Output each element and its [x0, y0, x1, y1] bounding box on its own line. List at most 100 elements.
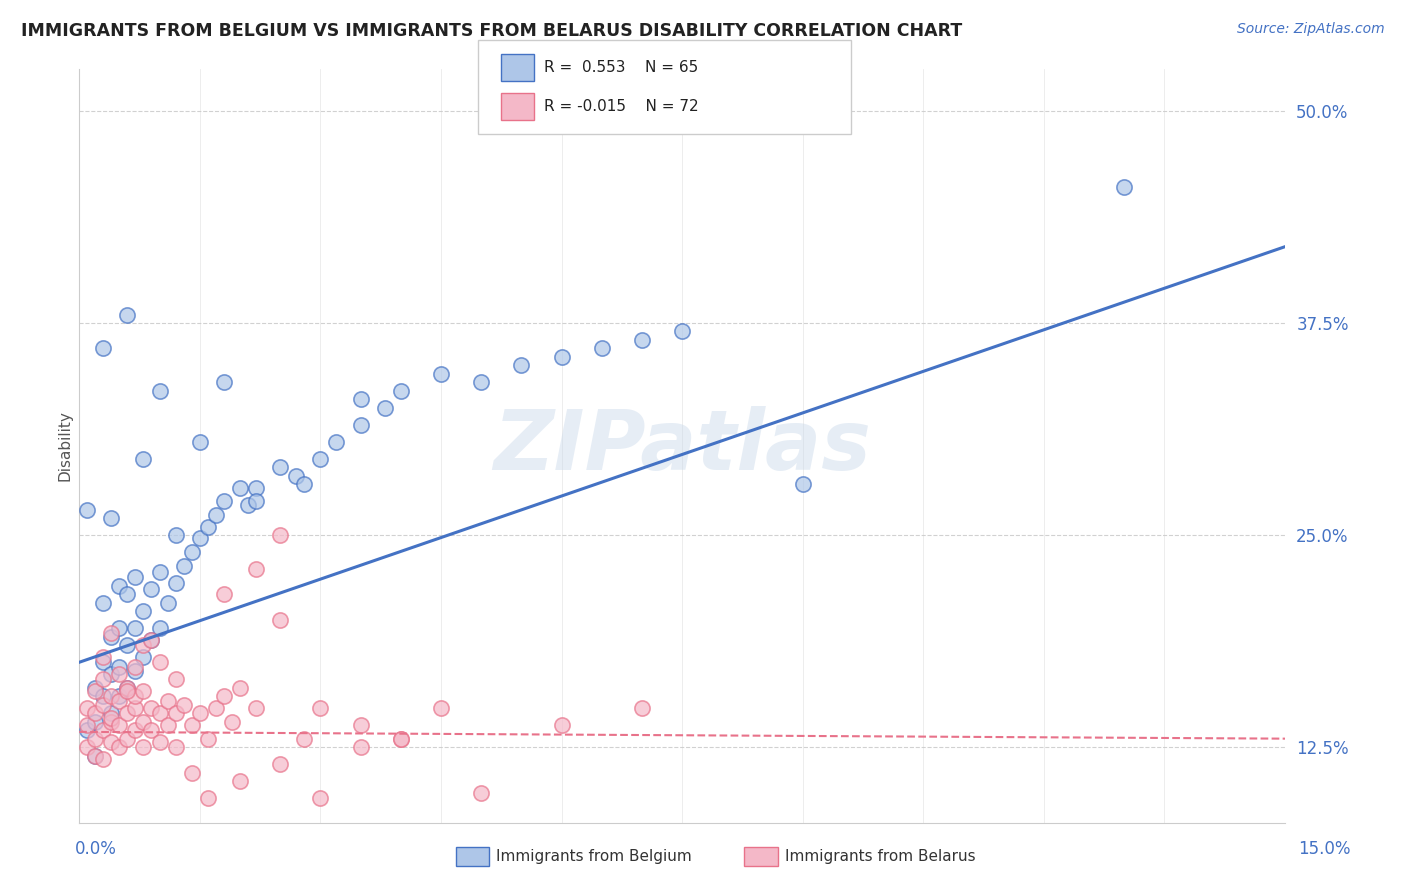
- Point: [117, 684, 139, 698]
- Point: [76, 723, 98, 738]
- Point: [100, 711, 122, 725]
- Point: [108, 667, 131, 681]
- Point: [510, 359, 533, 373]
- Text: Immigrants from Belgium: Immigrants from Belgium: [496, 849, 692, 863]
- Point: [269, 613, 291, 627]
- Point: [141, 723, 163, 738]
- Point: [165, 706, 187, 721]
- Point: [100, 714, 122, 729]
- Text: 15.0%: 15.0%: [1298, 840, 1351, 858]
- Point: [117, 681, 139, 695]
- Point: [132, 740, 155, 755]
- Point: [84, 731, 107, 746]
- Point: [173, 558, 195, 573]
- Point: [188, 434, 211, 449]
- Point: [212, 494, 235, 508]
- Point: [212, 690, 235, 704]
- Point: [76, 701, 98, 715]
- Point: [148, 566, 170, 580]
- Point: [76, 740, 98, 755]
- Point: [374, 401, 396, 415]
- Point: [180, 765, 202, 780]
- Point: [165, 528, 187, 542]
- Point: [236, 498, 259, 512]
- Point: [349, 392, 371, 407]
- Point: [156, 718, 179, 732]
- Point: [108, 740, 131, 755]
- Point: [430, 367, 453, 381]
- Point: [108, 690, 131, 704]
- Point: [132, 638, 155, 652]
- Point: [84, 684, 107, 698]
- Point: [91, 596, 114, 610]
- Point: [1114, 180, 1136, 194]
- Point: [148, 735, 170, 749]
- Point: [285, 468, 308, 483]
- Point: [132, 604, 155, 618]
- Point: [124, 690, 146, 704]
- Point: [132, 714, 155, 729]
- Point: [245, 481, 267, 495]
- Point: [389, 384, 412, 398]
- Text: R = -0.015    N = 72: R = -0.015 N = 72: [544, 99, 699, 113]
- Text: IMMIGRANTS FROM BELGIUM VS IMMIGRANTS FROM BELARUS DISABILITY CORRELATION CHART: IMMIGRANTS FROM BELGIUM VS IMMIGRANTS FR…: [21, 22, 962, 40]
- Point: [141, 633, 163, 648]
- Point: [141, 701, 163, 715]
- Point: [470, 376, 492, 390]
- Point: [245, 562, 267, 576]
- Point: [100, 626, 122, 640]
- Point: [91, 673, 114, 687]
- Point: [148, 706, 170, 721]
- Point: [108, 694, 131, 708]
- Point: [84, 748, 107, 763]
- Point: [792, 477, 814, 491]
- Point: [124, 570, 146, 584]
- Point: [84, 714, 107, 729]
- Point: [124, 660, 146, 674]
- Point: [197, 731, 219, 746]
- Point: [245, 701, 267, 715]
- Point: [100, 735, 122, 749]
- Point: [197, 519, 219, 533]
- Point: [117, 706, 139, 721]
- Point: [91, 690, 114, 704]
- Point: [84, 681, 107, 695]
- Point: [124, 723, 146, 738]
- Point: [91, 723, 114, 738]
- Point: [389, 731, 412, 746]
- Point: [117, 731, 139, 746]
- Point: [91, 752, 114, 766]
- Point: [100, 667, 122, 681]
- Point: [269, 528, 291, 542]
- Point: [671, 325, 693, 339]
- Text: R =  0.553    N = 65: R = 0.553 N = 65: [544, 61, 699, 75]
- Point: [91, 655, 114, 669]
- Point: [165, 673, 187, 687]
- Point: [117, 308, 139, 322]
- Point: [117, 638, 139, 652]
- Point: [76, 718, 98, 732]
- Point: [173, 698, 195, 712]
- Point: [631, 333, 654, 347]
- Point: [188, 706, 211, 721]
- Point: [309, 701, 332, 715]
- Point: [156, 596, 179, 610]
- Point: [180, 545, 202, 559]
- Point: [108, 660, 131, 674]
- Text: 0.0%: 0.0%: [75, 840, 117, 858]
- Point: [84, 706, 107, 721]
- Point: [325, 434, 347, 449]
- Point: [100, 630, 122, 644]
- Point: [117, 587, 139, 601]
- Point: [148, 621, 170, 635]
- Point: [269, 460, 291, 475]
- Point: [204, 701, 226, 715]
- Point: [132, 451, 155, 466]
- Point: [108, 579, 131, 593]
- Point: [141, 582, 163, 597]
- Point: [108, 621, 131, 635]
- Point: [430, 701, 453, 715]
- Point: [550, 350, 572, 364]
- Point: [212, 587, 235, 601]
- Point: [309, 451, 332, 466]
